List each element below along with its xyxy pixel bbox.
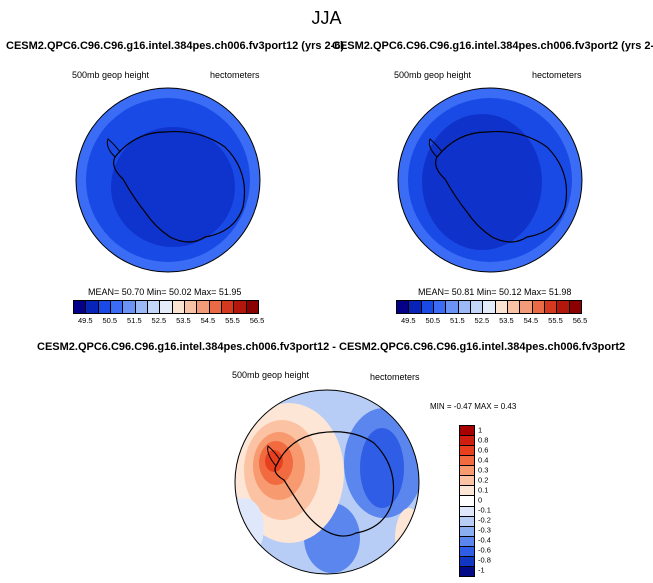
colorbar-swatch [507,301,521,313]
figure-title: JJA [311,8,342,28]
colorbar-swatch [160,301,173,313]
colorbar-tick-label: 54.5 [523,316,539,325]
colorbar-swatch [460,566,474,576]
panel-2-units-label: hectometers [532,70,582,80]
panel-2-stats: MEAN= 50.81 Min= 50.12 Max= 51.98 [418,287,572,297]
colorbar-swatch [409,301,422,313]
colorbar-swatch [421,301,434,313]
colorbar-swatch [460,426,474,437]
colorbar-tick-label: 0.4 [478,455,489,465]
colorbar-tick-label: 56.5 [572,316,588,325]
panel-3-colorbar-labels: 1 0.8 0.6 0.4 0.3 0.2 0.1 0 -0.1 -0.2 -0.3 -0.4 -0.6… [478,425,508,575]
colorbar-swatch [460,556,474,567]
colorbar-tick-label: 0.1 [478,485,489,495]
colorbar-tick-label: 54.5 [200,316,216,325]
colorbar-tick-label: -0.2 [478,515,491,525]
colorbar-tick-label: 55.5 [548,316,563,325]
colorbar-swatch [460,546,474,557]
colorbar-swatch [147,301,161,313]
colorbar-swatch [470,301,484,313]
panel-2-variable-label: 500mb geop height [394,70,472,80]
panel-1-colorbar-ticks: 49.5 50.5 51.5 52.5 53.5 54.5 55.5 56.5 [73,316,264,326]
panel-3-variable-label: 500mb geop height [232,370,310,380]
colorbar-swatch [460,526,474,537]
colorbar-swatch [544,301,558,313]
colorbar-tick-label: 0.3 [478,465,489,475]
colorbar-swatch [184,301,198,313]
colorbar-swatch [460,496,474,507]
colorbar-swatch [135,301,148,313]
colorbar-swatch [460,436,474,447]
colorbar-swatch [460,476,474,487]
colorbar-tick-label: 49.5 [77,316,93,325]
colorbar-swatch [520,301,533,313]
colorbar-tick-label: 1 [478,425,483,435]
colorbar-tick-label: 0.2 [478,475,489,485]
colorbar-tick-label: -0.1 [478,505,491,515]
colorbar-tick-label: -0.8 [478,555,491,565]
colorbar-swatch [123,301,136,313]
colorbar-tick-label: 0.8 [478,435,489,445]
colorbar-swatch [569,301,581,313]
colorbar-swatch [532,301,545,313]
colorbar-swatch [460,486,474,497]
panel-1-colorbar [73,300,259,314]
colorbar-swatch [172,301,185,313]
colorbar-swatch [246,301,258,313]
panel-3-colorbar [459,425,475,577]
colorbar-tick-label: 50.5 [425,316,441,325]
colorbar-tick-label: 50.5 [102,316,118,325]
colorbar-swatch [98,301,111,313]
colorbar-tick-label: -0.6 [478,545,491,555]
colorbar-tick-label: 0.6 [478,445,489,455]
colorbar-swatch [110,301,124,313]
panel-2-title: CESM2.QPC6.C96.C96.g16.intel.384pes.ch00… [332,40,653,52]
colorbar-tick-label: 52.5 [151,316,167,325]
panel-1-map [75,87,261,273]
colorbar-swatch [221,301,235,313]
panel-2-colorbar-ticks: 49.5 50.5 51.5 52.5 53.5 54.5 55.5 56.5 [396,316,587,326]
colorbar-tick-label: 0 [478,495,483,505]
colorbar-swatch [483,301,496,313]
colorbar-swatch [397,301,410,313]
panel-2-colorbar [396,300,582,314]
colorbar-swatch [460,466,474,477]
colorbar-swatch [458,301,471,313]
panel-1-stats: MEAN= 50.70 Min= 50.02 Max= 51.95 [88,287,242,297]
colorbar-swatch [460,536,474,547]
colorbar-tick-label: 53.5 [176,316,191,325]
colorbar-swatch [86,301,99,313]
panel-1-title: CESM2.QPC6.C96.C96.g16.intel.384pes.ch00… [6,40,345,52]
panel-3-units-label: hectometers [370,372,420,382]
colorbar-tick-label: 49.5 [400,316,416,325]
colorbar-tick-label: 52.5 [474,316,490,325]
colorbar-swatch [209,301,222,313]
panel-3-map [234,389,420,575]
colorbar-swatch [433,301,447,313]
colorbar-tick-label: 51.5 [450,316,465,325]
colorbar-tick-label: 56.5 [249,316,265,325]
colorbar-swatch [495,301,508,313]
colorbar-swatch [460,446,474,457]
colorbar-swatch [557,301,570,313]
colorbar-swatch [460,456,474,467]
panel-1-variable-label: 500mb geop height [72,70,150,80]
panel-3-stats: MIN = -0.47 MAX = 0.43 [430,402,517,411]
colorbar-tick-label: -0.4 [478,535,491,545]
panel-3-title: CESM2.QPC6.C96.C96.g16.intel.384pes.ch00… [37,341,626,353]
colorbar-swatch [460,506,474,517]
colorbar-swatch [74,301,87,313]
colorbar-tick-label: 51.5 [127,316,142,325]
colorbar-swatch [460,516,474,527]
colorbar-tick-label: -0.3 [478,525,491,535]
colorbar-tick-label: -1 [478,565,485,575]
colorbar-swatch [234,301,247,313]
colorbar-tick-label: 55.5 [225,316,240,325]
colorbar-tick-label: 53.5 [499,316,514,325]
panel-2-map [397,87,583,273]
colorbar-swatch [197,301,210,313]
colorbar-swatch [446,301,459,313]
panel-1-units-label: hectometers [210,70,260,80]
